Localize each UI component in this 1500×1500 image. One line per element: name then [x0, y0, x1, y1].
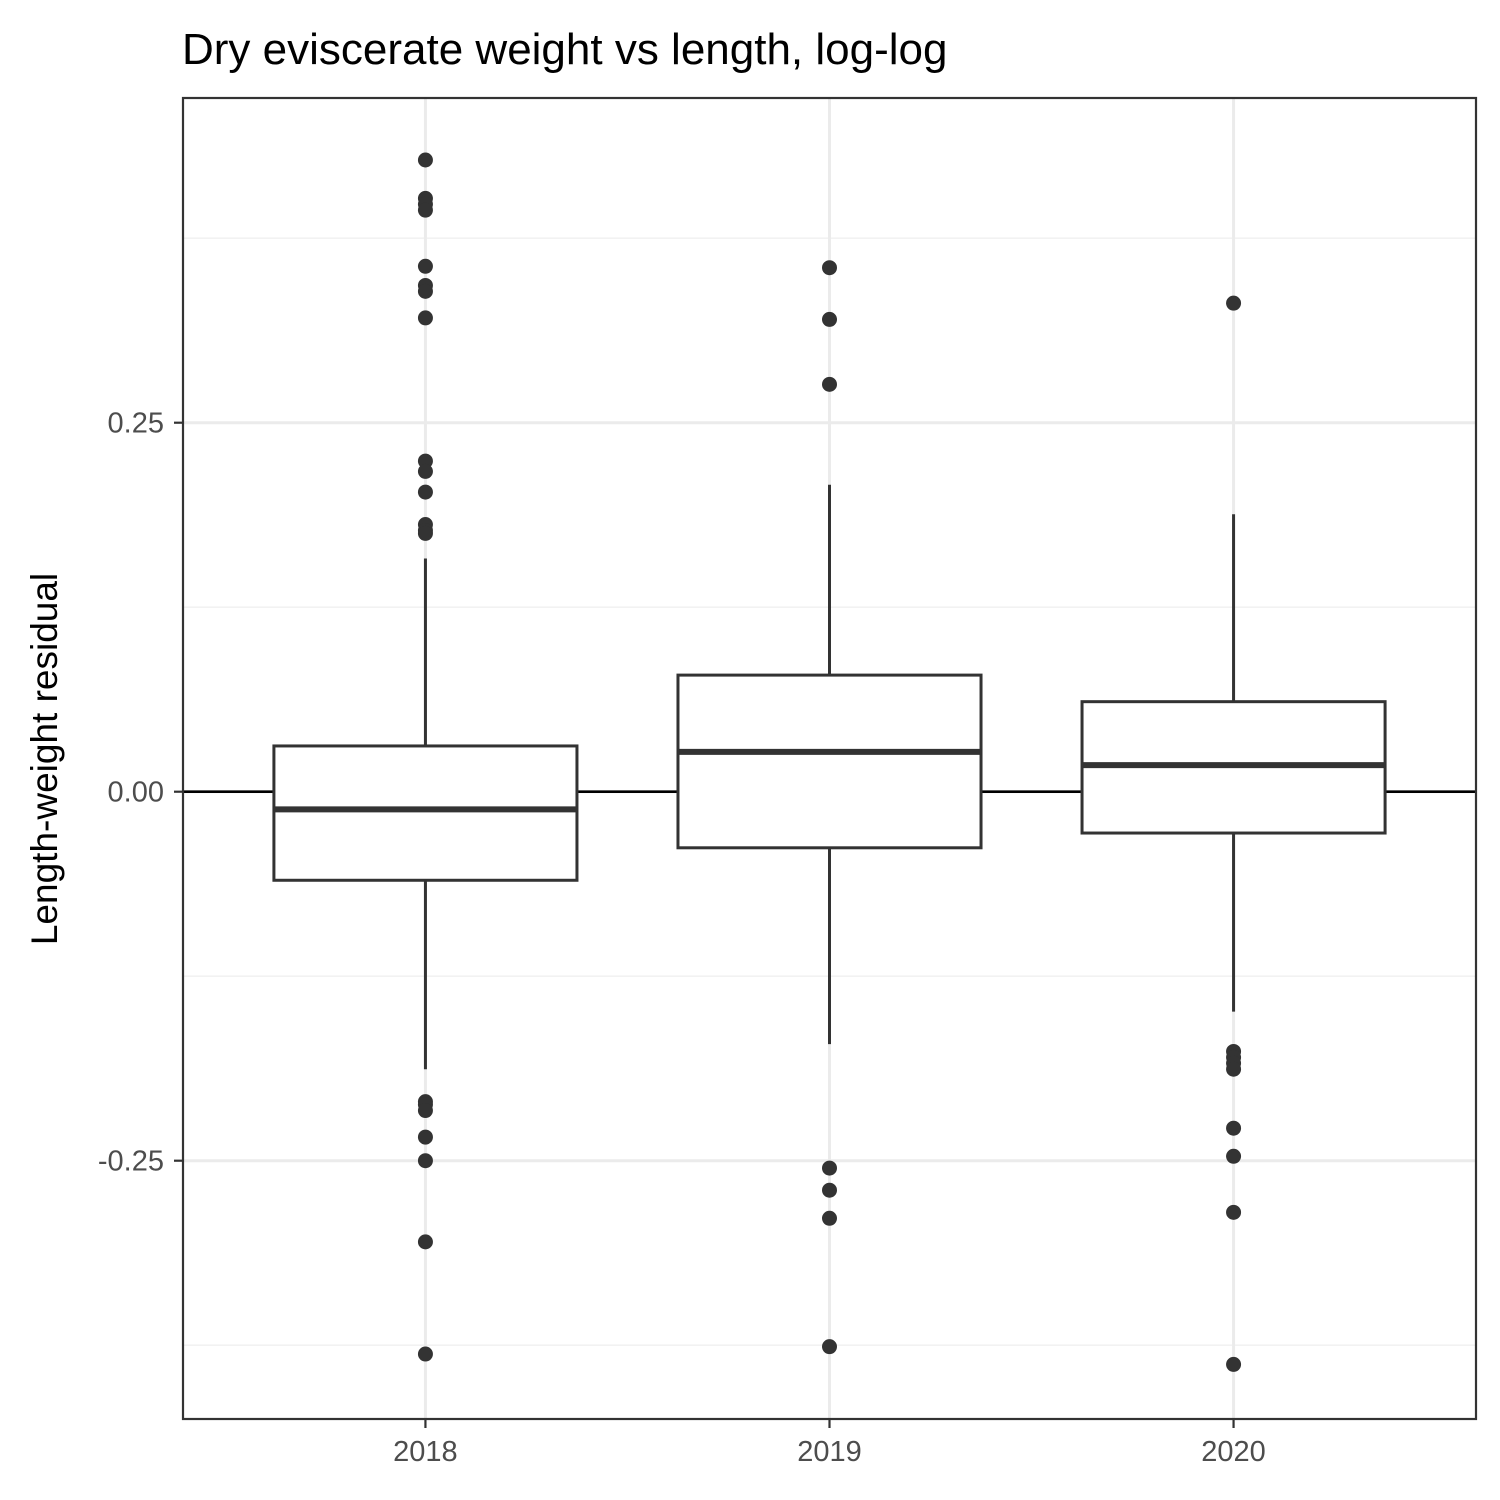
- outlier-point: [1226, 1356, 1242, 1372]
- outlier-point: [822, 1339, 837, 1355]
- outlier-point: [822, 1160, 837, 1176]
- outlier-point: [822, 376, 837, 392]
- outlier-point: [417, 1129, 433, 1145]
- outlier-point: [417, 283, 433, 299]
- outlier-point: [417, 525, 433, 541]
- outlier-point: [417, 463, 433, 479]
- outlier-point: [1226, 1061, 1242, 1077]
- x-tick-label: 2019: [797, 1436, 862, 1468]
- outlier-point: [822, 311, 837, 327]
- outlier-point: [822, 1210, 837, 1226]
- chart-title: Dry eviscerate weight vs length, log-log: [182, 25, 947, 74]
- y-tick-label: -0.25: [98, 1146, 164, 1178]
- outlier-point: [1226, 295, 1242, 311]
- outlier-point: [417, 202, 433, 218]
- boxplot-2019: [676, 260, 983, 1355]
- box: [272, 744, 579, 882]
- outlier-point: [1226, 1148, 1242, 1164]
- boxplot-2018: [272, 152, 579, 1362]
- x-tick-label: 2020: [1201, 1436, 1266, 1468]
- boxplot-2020: [1080, 295, 1387, 1372]
- outlier-point: [417, 1103, 433, 1119]
- boxes-layer: [272, 152, 1387, 1372]
- y-tick-label: 0.00: [108, 777, 164, 809]
- y-tick-label: 0.25: [108, 408, 164, 440]
- box: [676, 673, 983, 850]
- outlier-point: [417, 258, 433, 274]
- y-axis-title: Length-weight residual: [24, 573, 65, 945]
- panel-border: [181, 96, 1478, 1421]
- outlier-point: [1226, 1204, 1242, 1220]
- outlier-point: [417, 1234, 433, 1250]
- x-tick-label: 2018: [393, 1436, 458, 1468]
- outlier-point: [417, 310, 433, 326]
- outlier-point: [417, 484, 433, 500]
- outlier-point: [417, 1346, 433, 1362]
- outlier-point: [417, 152, 433, 168]
- outlier-point: [417, 1153, 433, 1169]
- axes-layer: 0.25 0.00 -0.25 2018 2019 2020: [98, 408, 1266, 1468]
- outlier-point: [417, 453, 433, 469]
- outlier-point: [822, 260, 837, 276]
- outlier-point: [1226, 1120, 1242, 1136]
- outlier-point: [822, 1182, 837, 1198]
